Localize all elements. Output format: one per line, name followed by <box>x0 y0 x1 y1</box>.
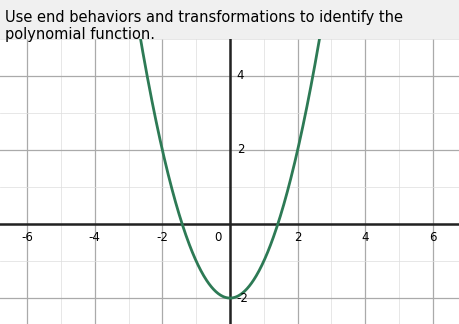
Text: Use end behaviors and transformations to identify the polynomial function.: Use end behaviors and transformations to… <box>5 10 402 42</box>
Text: 2: 2 <box>236 144 244 156</box>
Text: -2: -2 <box>156 231 168 244</box>
Text: -2: -2 <box>236 292 248 305</box>
Text: 6: 6 <box>428 231 436 244</box>
Text: 4: 4 <box>236 69 244 82</box>
Text: -6: -6 <box>21 231 33 244</box>
Text: 0: 0 <box>214 231 221 244</box>
Text: 2: 2 <box>293 231 301 244</box>
Text: 4: 4 <box>361 231 368 244</box>
Text: -4: -4 <box>89 231 101 244</box>
